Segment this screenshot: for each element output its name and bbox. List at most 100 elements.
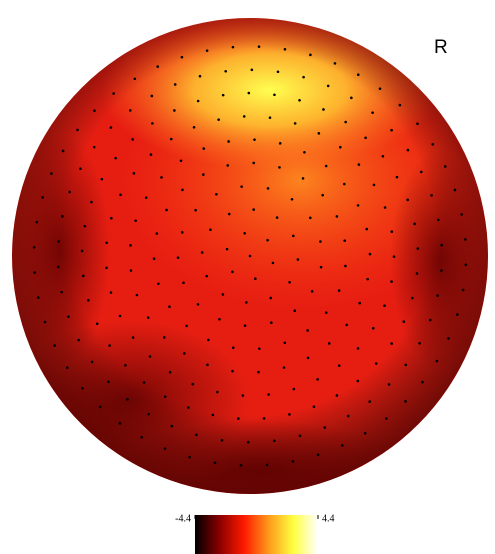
sensor bbox=[356, 204, 360, 207]
sensor bbox=[324, 311, 328, 314]
sensor bbox=[356, 73, 360, 77]
sensor bbox=[196, 302, 200, 306]
sensor bbox=[464, 238, 467, 241]
sensor bbox=[173, 109, 176, 112]
sensor bbox=[105, 241, 108, 245]
sensor bbox=[168, 305, 171, 308]
sensor bbox=[225, 247, 229, 251]
sensor bbox=[293, 122, 297, 125]
sensor bbox=[180, 231, 184, 234]
sensor bbox=[447, 337, 450, 340]
sensor bbox=[83, 224, 87, 228]
colorbar bbox=[195, 515, 318, 554]
sensor bbox=[118, 314, 122, 318]
sensor bbox=[392, 255, 396, 258]
sensor bbox=[301, 177, 305, 180]
sensor bbox=[436, 294, 439, 297]
sensor bbox=[37, 296, 40, 299]
sensor bbox=[406, 148, 410, 152]
sensor bbox=[61, 149, 65, 153]
sensor bbox=[119, 193, 122, 197]
sensor bbox=[77, 338, 80, 342]
sensor bbox=[298, 434, 302, 438]
sensor bbox=[147, 412, 150, 416]
sensor bbox=[202, 147, 206, 150]
sensor bbox=[144, 196, 148, 199]
sensor bbox=[278, 142, 282, 145]
sensor bbox=[202, 173, 205, 176]
sensor bbox=[431, 142, 435, 146]
sensor bbox=[257, 370, 260, 374]
sensor bbox=[200, 251, 204, 254]
sensor bbox=[128, 109, 132, 112]
sensor bbox=[282, 366, 286, 369]
sensor bbox=[132, 172, 136, 175]
sensor bbox=[81, 386, 84, 390]
sensor bbox=[440, 243, 443, 247]
sensor bbox=[87, 299, 90, 302]
sensor bbox=[374, 362, 378, 365]
sensor bbox=[248, 254, 252, 258]
sensor bbox=[231, 45, 235, 49]
sensor bbox=[288, 413, 291, 416]
sensor bbox=[185, 324, 188, 328]
sensor bbox=[273, 93, 276, 97]
sensor bbox=[246, 440, 250, 444]
sensor bbox=[365, 227, 369, 231]
sensor bbox=[209, 228, 212, 232]
sensor bbox=[316, 378, 319, 381]
sensor bbox=[319, 265, 323, 269]
sensor bbox=[129, 269, 133, 272]
sensor bbox=[402, 320, 406, 323]
sensor bbox=[109, 126, 113, 129]
sensor bbox=[243, 231, 246, 235]
sensor bbox=[90, 200, 93, 204]
sensor bbox=[464, 263, 468, 267]
sensor bbox=[288, 280, 291, 284]
sensor bbox=[339, 145, 342, 149]
sensor bbox=[416, 122, 419, 126]
sensor bbox=[366, 277, 369, 281]
sensor bbox=[343, 182, 346, 186]
sensor bbox=[262, 417, 266, 420]
sensor bbox=[194, 208, 197, 212]
sensor bbox=[179, 159, 183, 163]
sensor bbox=[237, 417, 240, 420]
sensor bbox=[221, 93, 225, 97]
sensor bbox=[269, 296, 273, 300]
sensor bbox=[346, 414, 350, 418]
sensor bbox=[460, 213, 463, 216]
sensor bbox=[156, 65, 159, 68]
sensor bbox=[265, 463, 269, 467]
sensor bbox=[316, 453, 320, 457]
sensor bbox=[226, 164, 230, 167]
sensor bbox=[105, 266, 108, 270]
sensor bbox=[368, 400, 372, 403]
sensor bbox=[155, 232, 159, 235]
sensor bbox=[218, 317, 221, 321]
sensor bbox=[152, 257, 156, 261]
sensor bbox=[181, 188, 184, 192]
sensor bbox=[170, 424, 174, 428]
sensor bbox=[231, 270, 234, 274]
sensor bbox=[33, 271, 36, 274]
sensor bbox=[337, 364, 341, 367]
sensor bbox=[310, 290, 314, 293]
sensor bbox=[131, 336, 135, 339]
sensor bbox=[150, 94, 154, 98]
sensor bbox=[213, 461, 217, 465]
sensor bbox=[420, 170, 423, 174]
sensor bbox=[118, 422, 122, 425]
sensor bbox=[100, 177, 104, 181]
sensor bbox=[231, 369, 234, 373]
sensor bbox=[324, 164, 328, 168]
sensor bbox=[273, 439, 276, 443]
sensor bbox=[176, 256, 180, 259]
sensor bbox=[416, 247, 420, 250]
sensor bbox=[363, 431, 367, 435]
sensor bbox=[327, 342, 331, 345]
sensor bbox=[32, 245, 36, 249]
sensor bbox=[188, 455, 191, 459]
sensor bbox=[207, 338, 210, 342]
sensor bbox=[428, 318, 432, 322]
